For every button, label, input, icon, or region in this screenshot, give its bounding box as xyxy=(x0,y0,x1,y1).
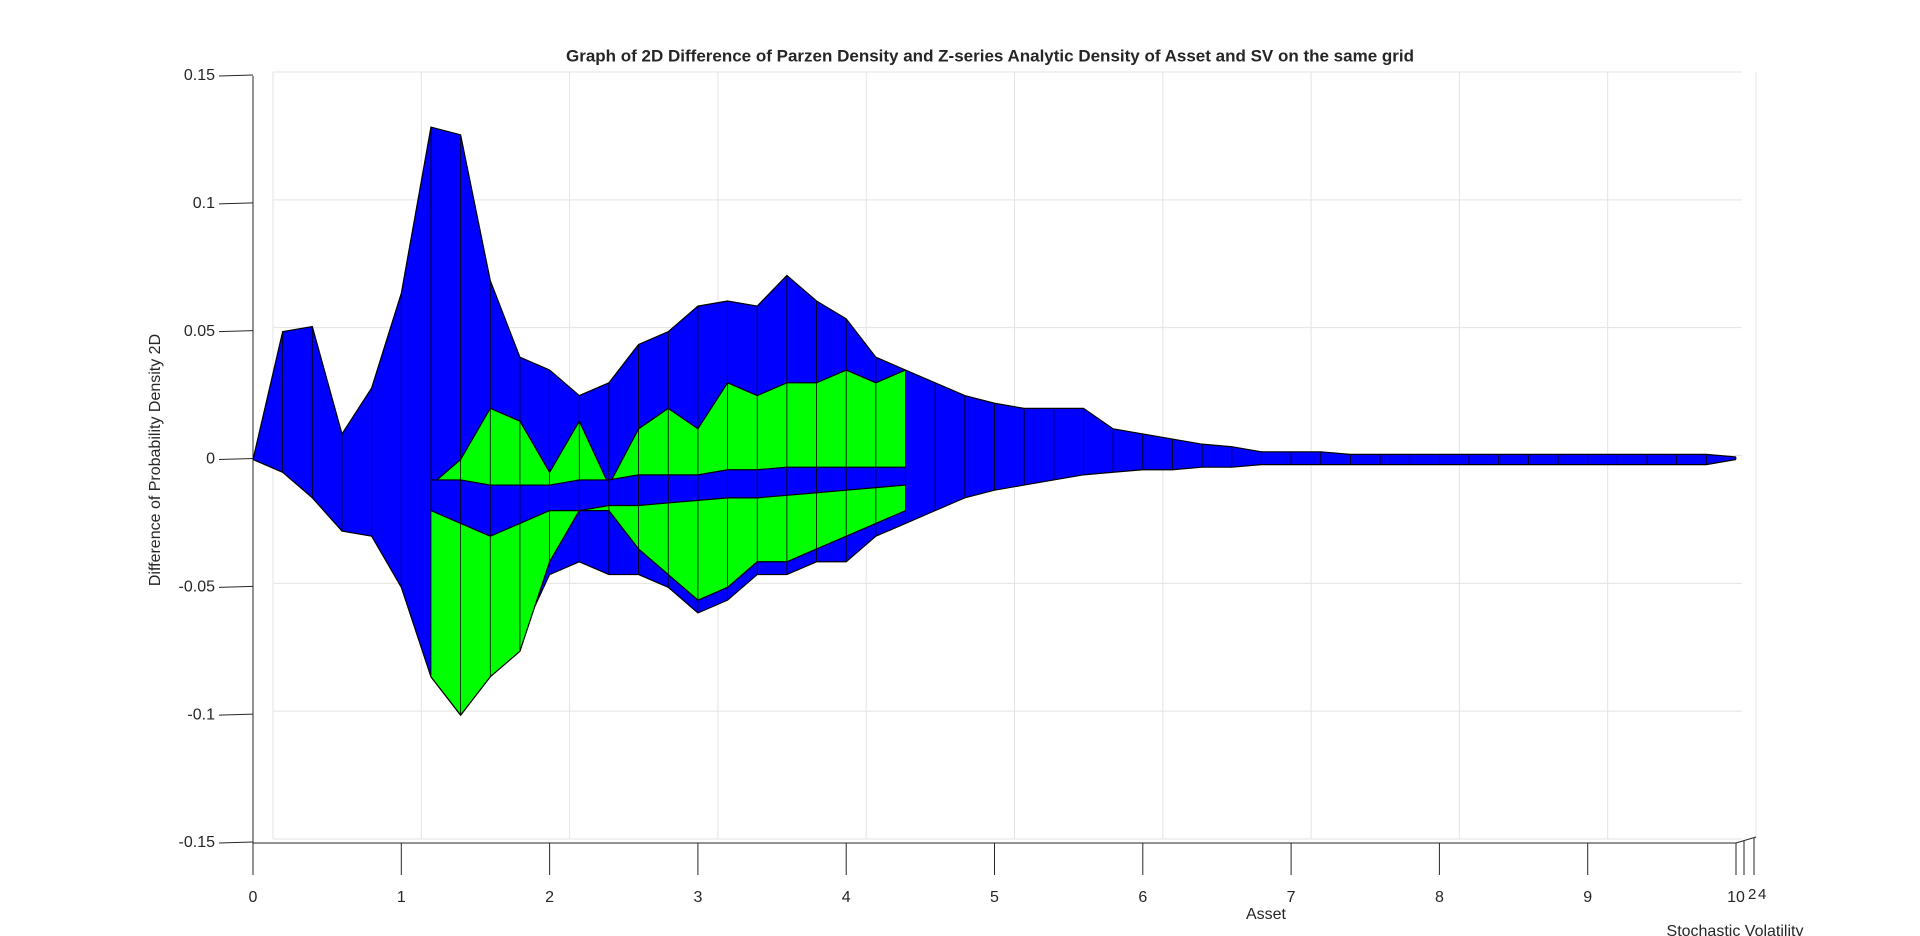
x-tick-label: 4 xyxy=(842,889,851,906)
y-tick-label: 0 xyxy=(206,451,215,468)
x-tick-label: 3 xyxy=(693,889,702,906)
y-axis-label: Difference of Probability Density 2D xyxy=(147,334,164,586)
y-tick-label: 0.1 xyxy=(193,195,215,212)
surface-bottom-edge xyxy=(430,510,906,717)
y-tick xyxy=(218,841,254,844)
y-tick-label: 0.15 xyxy=(184,67,215,84)
y-tick-label: -0.05 xyxy=(179,579,216,596)
surface-top-edge xyxy=(430,369,906,487)
y-tick-label: -0.15 xyxy=(179,834,216,851)
x-axis-label: Asset xyxy=(1246,906,1287,923)
x-tick-label: 0 xyxy=(249,889,258,906)
y-tick xyxy=(218,458,254,460)
z-axis-label: Stochastic Volatility xyxy=(1667,923,1804,936)
z-tick-label: 4 xyxy=(1758,886,1766,903)
y-tick xyxy=(218,202,254,205)
x-tick-label: 6 xyxy=(1138,889,1147,906)
x-tick-label: 8 xyxy=(1435,889,1444,906)
y-tick-label: -0.1 xyxy=(187,706,215,723)
x-tick-label: 2 xyxy=(545,889,554,906)
x-tick-label: 9 xyxy=(1583,889,1592,906)
x-tick-label: 10 xyxy=(1727,889,1745,906)
y-tick xyxy=(218,330,254,333)
surface-top-edge xyxy=(430,466,906,486)
chart-title: Graph of 2D Difference of Parzen Density… xyxy=(566,46,1414,65)
z-tick-label: 2 xyxy=(1748,886,1756,903)
x-tick-label: 7 xyxy=(1287,889,1296,906)
y-tick xyxy=(218,585,254,588)
y-tick-label: 0.05 xyxy=(184,323,215,340)
y-tick xyxy=(218,74,254,77)
x-tick-label: 5 xyxy=(990,889,999,906)
x-tick-label: 1 xyxy=(397,889,406,906)
surface-top-edge xyxy=(252,126,1737,460)
surface-bottom-edge xyxy=(430,484,906,537)
z-axis xyxy=(1735,836,1757,844)
y-tick xyxy=(218,713,254,716)
